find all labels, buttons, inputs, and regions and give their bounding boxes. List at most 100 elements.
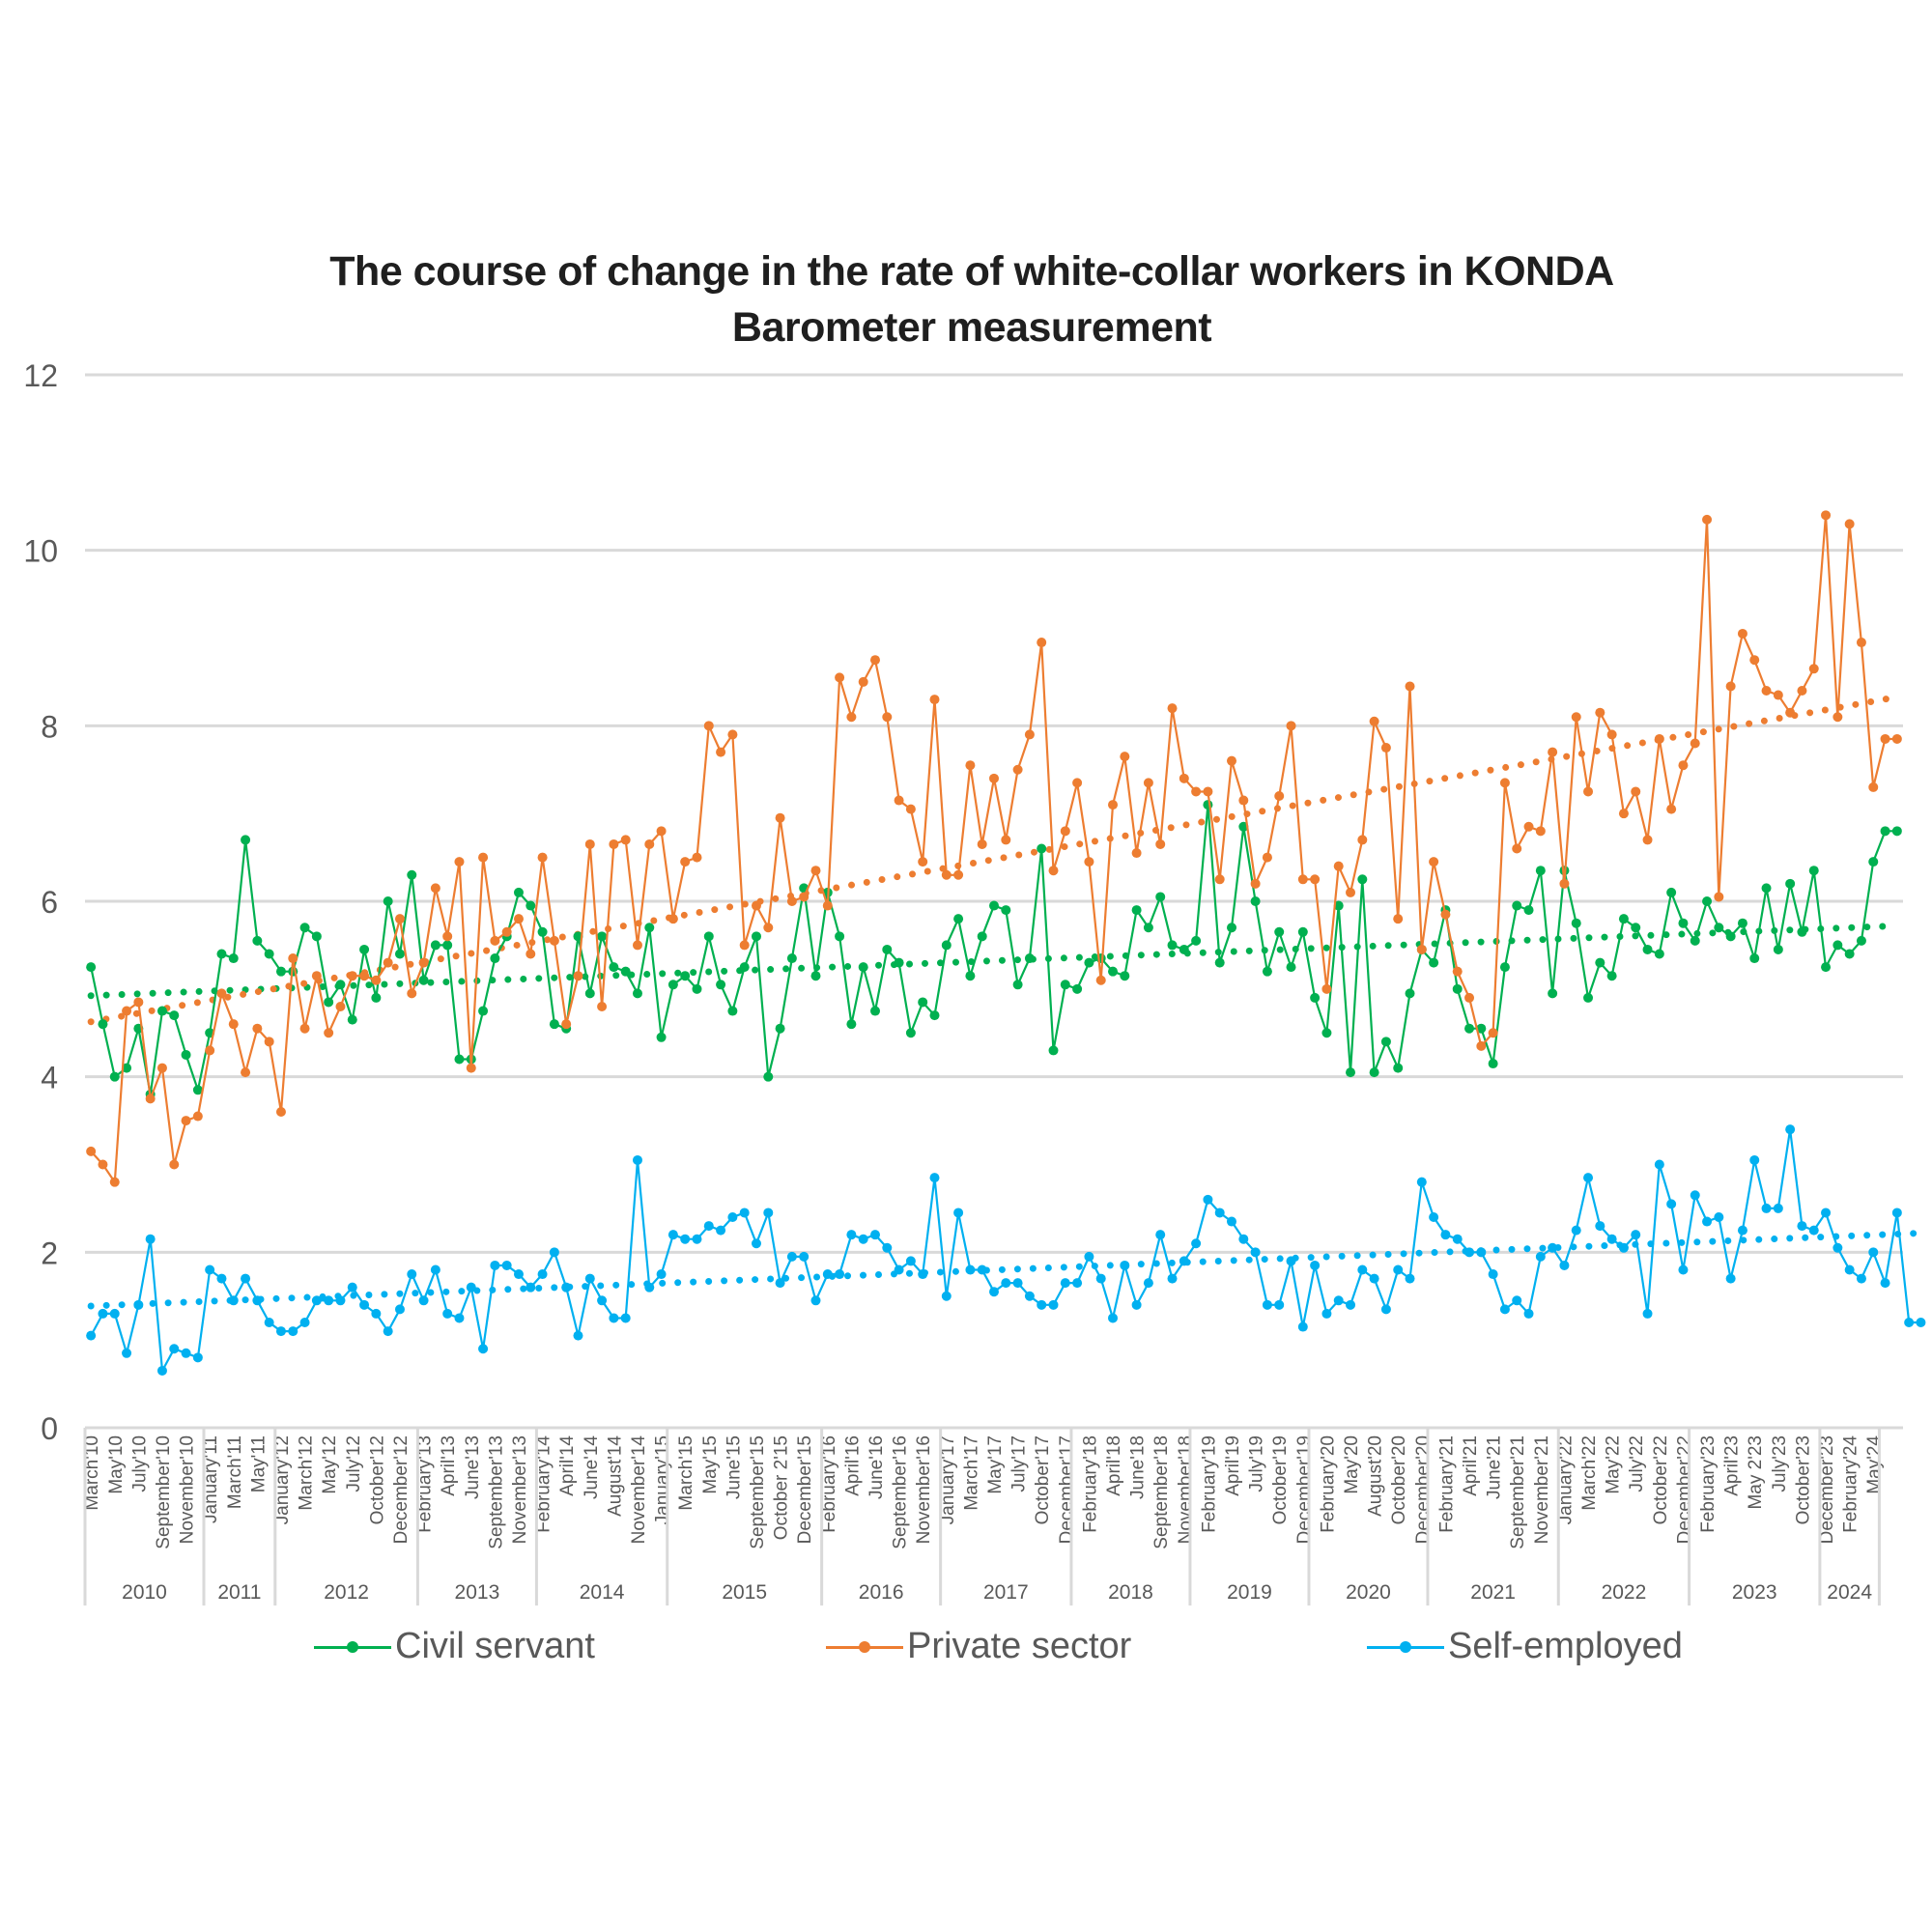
data-point bbox=[632, 988, 642, 999]
data-point bbox=[371, 992, 382, 1003]
data-point bbox=[1844, 949, 1855, 959]
x-tick-label: March'11 bbox=[225, 1435, 245, 1509]
data-point bbox=[620, 966, 631, 977]
data-point bbox=[1214, 874, 1225, 885]
data-point bbox=[1333, 861, 1344, 871]
data-point bbox=[359, 1299, 370, 1310]
data-point bbox=[716, 980, 726, 990]
data-point bbox=[1773, 690, 1783, 700]
data-point bbox=[288, 1326, 298, 1337]
legend-marker-civil-servant bbox=[314, 1633, 391, 1662]
data-point bbox=[1464, 1023, 1475, 1034]
data-point bbox=[1037, 638, 1047, 648]
data-point bbox=[1583, 786, 1594, 797]
data-point bbox=[1737, 918, 1747, 928]
data-point bbox=[275, 966, 286, 977]
data-point bbox=[739, 962, 750, 973]
data-point bbox=[1262, 1299, 1272, 1310]
data-point bbox=[668, 1230, 678, 1240]
data-point bbox=[347, 1282, 357, 1293]
data-point bbox=[1191, 1238, 1202, 1249]
data-point bbox=[869, 1230, 880, 1240]
data-point bbox=[324, 1295, 334, 1306]
legend-item-private-sector[interactable]: Private sector bbox=[826, 1626, 1131, 1667]
data-point bbox=[335, 980, 346, 990]
x-tick-label: November'16 bbox=[914, 1435, 934, 1544]
x-tick-label: May'11 bbox=[248, 1435, 269, 1492]
data-point bbox=[692, 1234, 702, 1244]
y-tick-label: 12 bbox=[23, 358, 58, 393]
data-point bbox=[869, 655, 880, 666]
data-point bbox=[1095, 1273, 1106, 1284]
data-point bbox=[1321, 983, 1332, 994]
data-point bbox=[1405, 1273, 1415, 1284]
x-tick-label: February'21 bbox=[1436, 1435, 1457, 1533]
data-point bbox=[1001, 905, 1011, 916]
data-point bbox=[454, 1054, 465, 1065]
data-point bbox=[1880, 826, 1890, 837]
x-tick-label: April'19 bbox=[1223, 1435, 1243, 1496]
data-point bbox=[1821, 962, 1832, 973]
data-point bbox=[716, 747, 726, 757]
x-tick-label: December'22 bbox=[1674, 1435, 1694, 1544]
data-point bbox=[1523, 905, 1534, 916]
data-point bbox=[1405, 681, 1415, 692]
data-point bbox=[1523, 821, 1534, 832]
data-point bbox=[1012, 764, 1023, 775]
data-point bbox=[905, 804, 916, 814]
data-point bbox=[513, 914, 524, 924]
year-label: 2011 bbox=[217, 1581, 261, 1604]
x-tick-label: November'13 bbox=[510, 1435, 530, 1544]
data-point bbox=[1369, 716, 1379, 726]
x-tick-label: October'12 bbox=[367, 1435, 387, 1524]
data-point bbox=[1227, 923, 1237, 933]
data-point bbox=[1310, 1260, 1321, 1270]
legend-item-civil-servant[interactable]: Civil servant bbox=[314, 1626, 595, 1667]
legend-item-self-employed[interactable]: Self-employed bbox=[1367, 1626, 1683, 1667]
data-point bbox=[799, 1251, 810, 1262]
data-point bbox=[1095, 975, 1106, 985]
y-tick-label: 10 bbox=[23, 534, 58, 569]
data-point bbox=[727, 1212, 738, 1222]
x-tick-label: August'14 bbox=[605, 1435, 625, 1517]
data-point bbox=[1191, 786, 1202, 797]
data-point bbox=[1393, 1063, 1404, 1073]
data-point bbox=[109, 1177, 120, 1187]
data-point bbox=[573, 1330, 583, 1341]
legend-label: Self-employed bbox=[1448, 1626, 1683, 1666]
data-point bbox=[1464, 1247, 1475, 1258]
x-tick-label: April'23 bbox=[1722, 1435, 1743, 1496]
x-tick-label: November'21 bbox=[1532, 1435, 1552, 1544]
data-point bbox=[1084, 1251, 1094, 1262]
data-point bbox=[359, 944, 370, 954]
data-point bbox=[1167, 1273, 1178, 1284]
data-point bbox=[383, 1326, 393, 1337]
data-point bbox=[680, 1234, 691, 1244]
data-point bbox=[1512, 843, 1522, 854]
data-point bbox=[1654, 949, 1664, 959]
data-point bbox=[418, 975, 429, 985]
data-point bbox=[929, 1173, 940, 1183]
data-point bbox=[181, 1049, 191, 1060]
data-point bbox=[727, 1006, 738, 1016]
data-point bbox=[953, 914, 964, 924]
data-point bbox=[299, 923, 310, 933]
data-point bbox=[1678, 1264, 1689, 1275]
data-point bbox=[668, 914, 678, 924]
data-point bbox=[1357, 1264, 1368, 1275]
legend-marker-self-employed bbox=[1367, 1633, 1444, 1662]
data-point bbox=[526, 949, 536, 959]
data-point bbox=[145, 1234, 156, 1244]
data-point bbox=[1714, 1212, 1724, 1222]
data-point bbox=[1880, 733, 1890, 744]
data-point bbox=[1155, 892, 1166, 902]
data-point bbox=[965, 971, 976, 981]
data-point bbox=[786, 896, 797, 906]
data-point bbox=[1001, 1278, 1011, 1289]
data-point bbox=[1191, 935, 1202, 946]
data-point bbox=[1891, 826, 1902, 837]
x-tick-label: October'22 bbox=[1651, 1435, 1671, 1524]
data-point bbox=[1702, 514, 1713, 525]
x-tick-label: October'19 bbox=[1270, 1435, 1291, 1524]
data-point bbox=[763, 1208, 774, 1218]
